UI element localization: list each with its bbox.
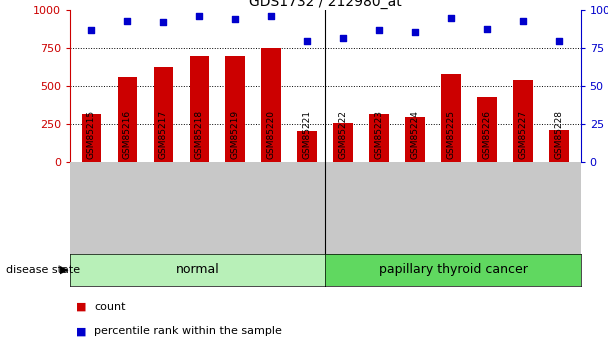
Text: normal: normal xyxy=(176,264,219,276)
Text: percentile rank within the sample: percentile rank within the sample xyxy=(94,326,282,336)
Bar xyxy=(406,117,425,162)
Bar xyxy=(117,77,137,162)
Bar xyxy=(549,130,569,162)
Bar xyxy=(441,74,461,162)
Bar xyxy=(261,48,282,162)
Bar xyxy=(81,114,102,162)
Point xyxy=(339,35,348,40)
Point xyxy=(410,29,420,34)
Bar xyxy=(333,124,353,162)
Point xyxy=(518,18,528,24)
Point xyxy=(86,27,96,33)
Point xyxy=(375,27,384,33)
Bar xyxy=(513,80,533,162)
Text: ■: ■ xyxy=(76,326,86,336)
Point xyxy=(230,17,240,22)
Bar xyxy=(369,114,389,162)
Text: papillary thyroid cancer: papillary thyroid cancer xyxy=(379,264,527,276)
Point xyxy=(302,38,312,43)
Point xyxy=(554,38,564,43)
Text: disease state: disease state xyxy=(6,265,80,275)
Title: GDS1732 / 212980_at: GDS1732 / 212980_at xyxy=(249,0,402,9)
Bar xyxy=(154,67,173,162)
Point xyxy=(446,15,456,21)
Text: ■: ■ xyxy=(76,302,86,312)
Point xyxy=(266,14,276,19)
Point xyxy=(195,14,204,19)
Point xyxy=(159,20,168,25)
Bar xyxy=(477,97,497,162)
Point xyxy=(123,18,133,24)
Text: ▶: ▶ xyxy=(60,265,68,275)
Point xyxy=(482,26,492,31)
Bar xyxy=(297,131,317,162)
Bar xyxy=(226,56,245,162)
Bar xyxy=(190,56,209,162)
Text: count: count xyxy=(94,302,126,312)
